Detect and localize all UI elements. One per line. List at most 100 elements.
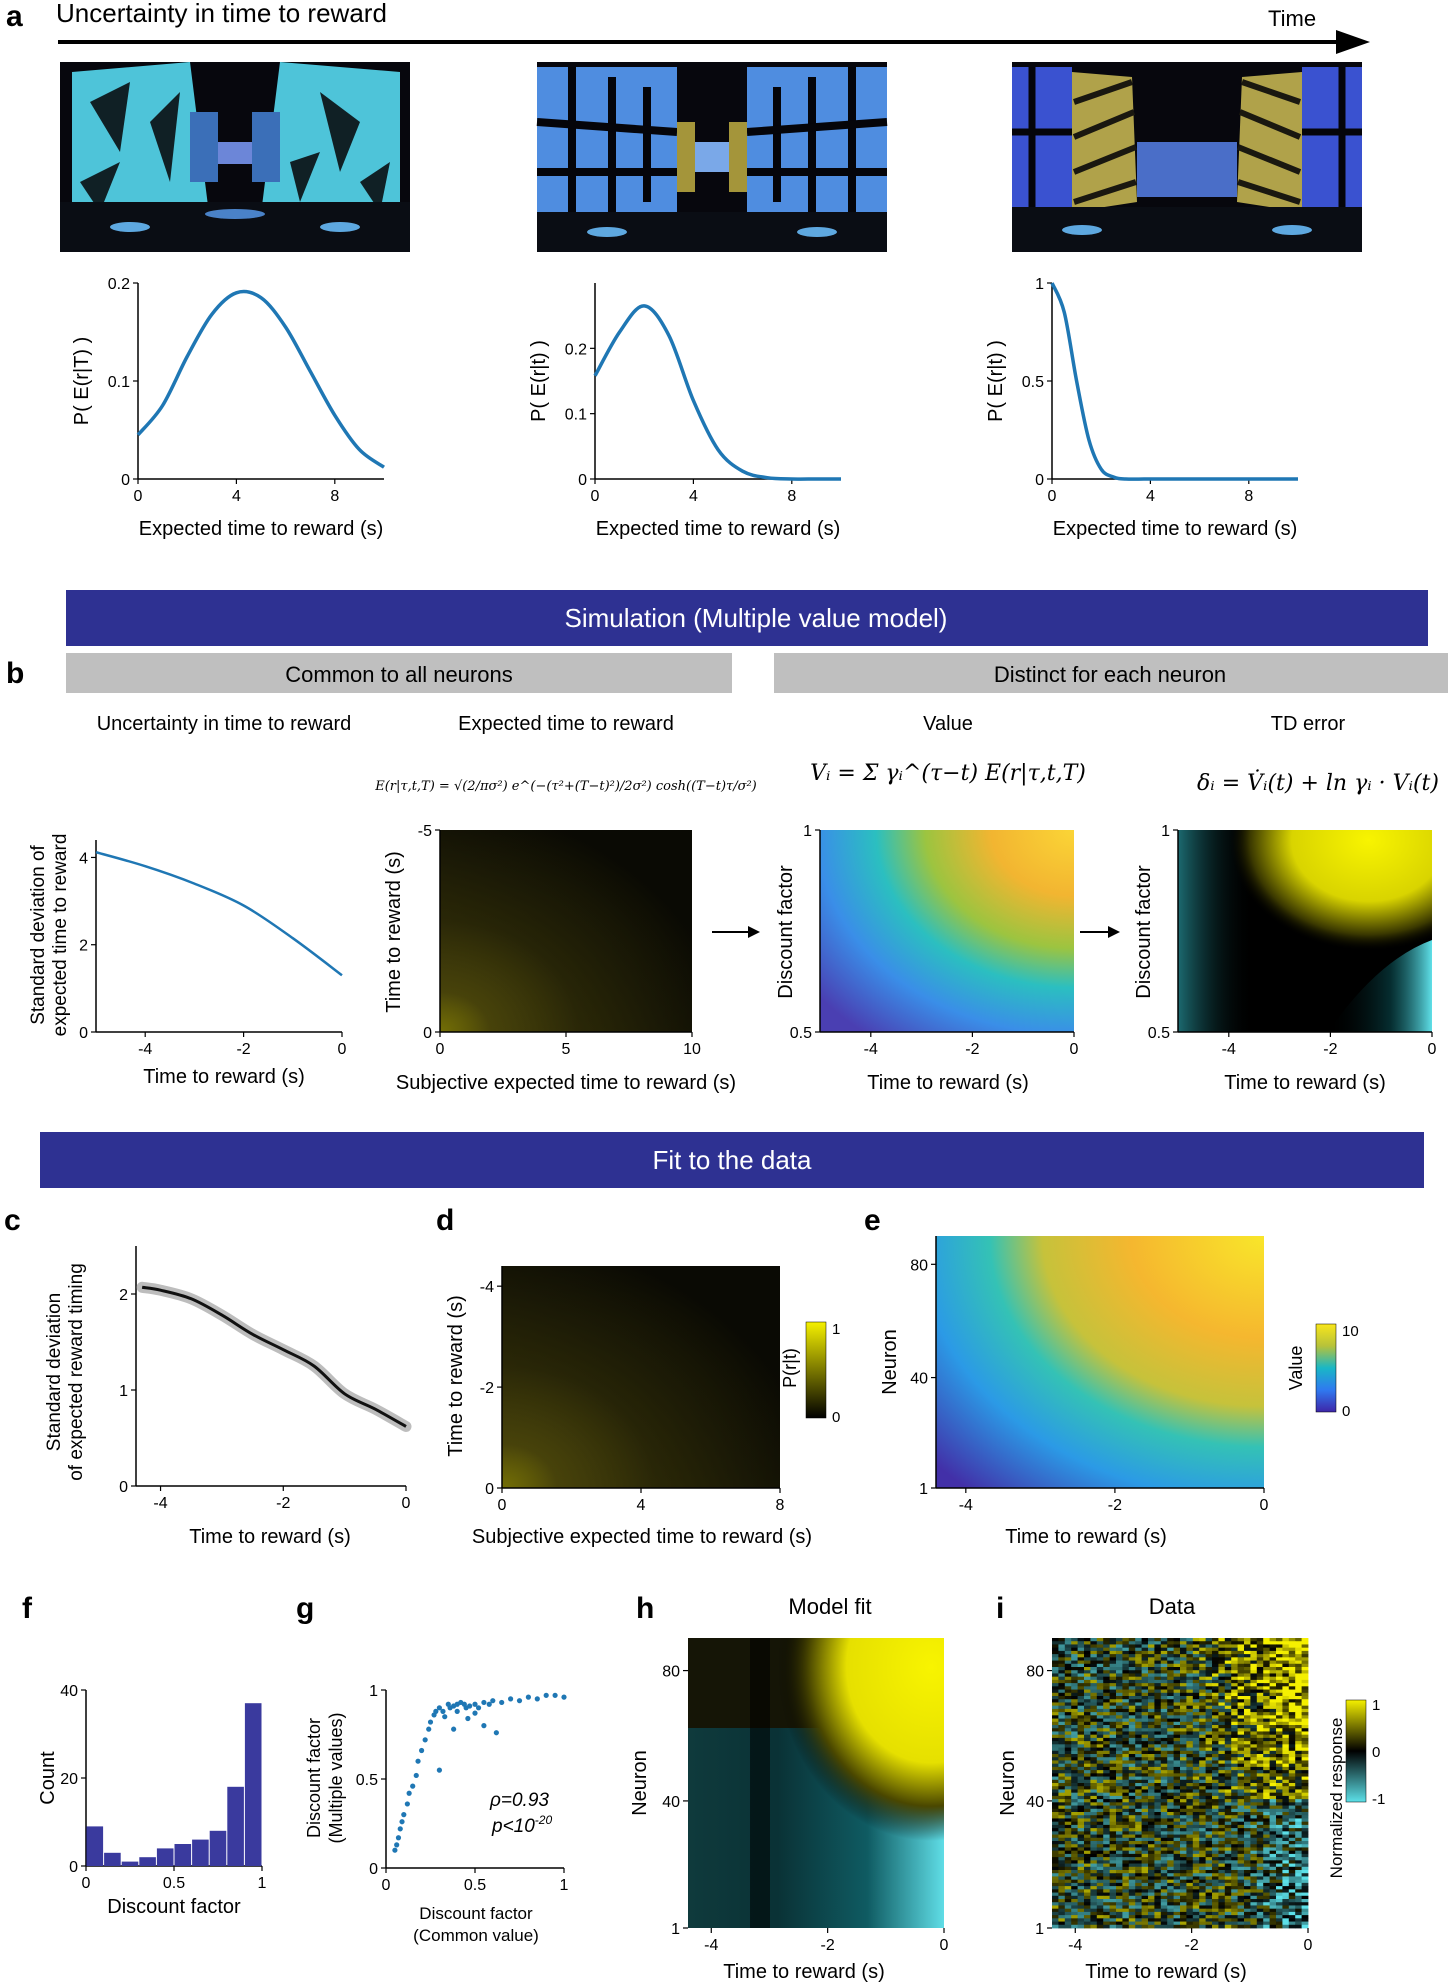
i-cell [1116, 1728, 1123, 1732]
i-cell [1128, 1795, 1136, 1800]
i-cell [1135, 1663, 1142, 1668]
i-cell [1052, 1815, 1059, 1819]
i-cell [1244, 1712, 1251, 1716]
i-cell [1263, 1789, 1270, 1794]
i-cell [1090, 1857, 1098, 1861]
i-cell [1192, 1824, 1200, 1829]
i-cell [1148, 1644, 1155, 1649]
i-cell [1103, 1760, 1110, 1765]
i-cell [1103, 1863, 1110, 1868]
i-cell [1122, 1737, 1130, 1742]
i-cell [1199, 1670, 1206, 1674]
i-cell [1128, 1873, 1136, 1877]
i-cell [1224, 1757, 1232, 1761]
i-cell [1103, 1892, 1110, 1897]
i-cell [1237, 1754, 1245, 1758]
i-cell [1052, 1837, 1059, 1842]
i-cell [1167, 1860, 1174, 1864]
i-cell [1244, 1747, 1251, 1752]
i-cell [1090, 1747, 1098, 1752]
i-cell [1141, 1737, 1149, 1742]
i-cell [1173, 1660, 1181, 1665]
i-cell [1077, 1924, 1085, 1929]
i-cell [1064, 1918, 1072, 1922]
i-cell [1250, 1789, 1258, 1794]
i-cell [1058, 1860, 1066, 1864]
i-cell [1295, 1924, 1302, 1929]
i-cell [1128, 1821, 1136, 1826]
i-cell [1058, 1679, 1066, 1684]
i-cell [1256, 1779, 1264, 1784]
i-cell [1205, 1728, 1213, 1732]
e-ytick-label: 1 [919, 1481, 928, 1498]
i-cell [1256, 1892, 1264, 1897]
i-cell [1237, 1673, 1245, 1678]
i-cell [1109, 1712, 1117, 1716]
i-cell [1276, 1725, 1283, 1729]
i-cell [1096, 1728, 1104, 1732]
i-cell [1186, 1873, 1194, 1877]
i-cell [1244, 1689, 1251, 1694]
i-cell [1058, 1924, 1066, 1929]
i-cell [1205, 1686, 1213, 1690]
i-cell [1090, 1786, 1098, 1790]
i-cell [1071, 1760, 1078, 1765]
i-cell [1077, 1915, 1085, 1919]
i-cell [1135, 1686, 1142, 1690]
i-cell [1058, 1789, 1066, 1794]
i-cell [1090, 1863, 1098, 1868]
i-cell [1154, 1705, 1162, 1710]
i-cell [1173, 1702, 1181, 1707]
i-cell [1276, 1705, 1283, 1710]
i-cell [1116, 1721, 1123, 1726]
i-cell [1269, 1638, 1277, 1642]
i-cell [1224, 1783, 1232, 1787]
i-cell [1135, 1863, 1142, 1868]
i-cell [1199, 1770, 1206, 1774]
i-cell [1077, 1834, 1085, 1839]
i-cell [1052, 1692, 1059, 1697]
i-cell [1064, 1763, 1072, 1768]
i-cell [1058, 1889, 1066, 1893]
i-cell [1148, 1705, 1155, 1710]
i-cell [1173, 1889, 1181, 1893]
i-cell [1154, 1866, 1162, 1871]
i-cell [1122, 1702, 1130, 1707]
i-cell [1212, 1734, 1219, 1739]
i-cell [1244, 1902, 1251, 1906]
i-cell [1244, 1915, 1251, 1919]
i-cell [1250, 1705, 1258, 1710]
i-cell [1148, 1650, 1155, 1655]
i-cell [1160, 1654, 1168, 1658]
i-cell [1276, 1670, 1283, 1674]
i-cell [1160, 1757, 1168, 1761]
i-cell [1116, 1786, 1123, 1790]
i-cell [1224, 1747, 1232, 1752]
i-cell [1090, 1686, 1098, 1690]
i-cell [1058, 1863, 1066, 1868]
i-cell [1199, 1802, 1206, 1806]
i-cell [1276, 1857, 1283, 1861]
i-cell [1077, 1886, 1085, 1890]
i-cell [1244, 1763, 1251, 1768]
i-cell [1276, 1818, 1283, 1823]
i-cell [1263, 1773, 1270, 1777]
i-cell [1224, 1915, 1232, 1919]
i-cell [1269, 1924, 1277, 1929]
i-cell [1269, 1679, 1277, 1684]
i-cell [1160, 1863, 1168, 1868]
i-cell [1244, 1863, 1251, 1868]
i-cell [1122, 1844, 1130, 1848]
i-cell [1256, 1921, 1264, 1926]
i-cell [1109, 1725, 1117, 1729]
i-cell [1154, 1737, 1162, 1742]
i-cell [1058, 1638, 1066, 1642]
i-cell [1135, 1844, 1142, 1848]
i-cell [1205, 1650, 1213, 1655]
i-cell [1224, 1712, 1232, 1716]
i-cell [1244, 1857, 1251, 1861]
i-cell [1135, 1853, 1142, 1858]
i-cell [1122, 1886, 1130, 1890]
i-cell [1295, 1918, 1302, 1922]
